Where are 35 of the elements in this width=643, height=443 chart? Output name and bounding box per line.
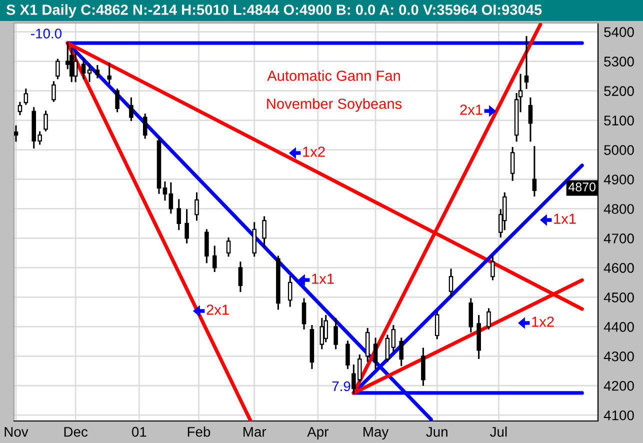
- x-tick-label: Nov: [4, 427, 28, 437]
- y-tick-label: 4300: [604, 351, 634, 362]
- x-tick-label: Mar: [244, 427, 266, 437]
- annotation: 1x1: [554, 214, 576, 224]
- chart-title: S X1 Daily C:4862 N:-214 H:5010 L:4844 O:4900 B: 0.0 A: 0.0 V:35964 OI:93045: [6, 4, 542, 18]
- x-tick-label: Jul: [490, 426, 507, 437]
- y-tick-label: 4100: [604, 410, 634, 420]
- annotation: 1x2: [532, 316, 554, 327]
- x-tick-label: May: [364, 427, 389, 440]
- y-tick-label: 5400: [604, 27, 634, 38]
- x-tick-label: 01: [132, 426, 146, 437]
- annotation: 2x1: [206, 304, 229, 315]
- y-tick-label: 4600: [604, 263, 634, 273]
- x-tick-label: Apr: [307, 427, 328, 440]
- y-tick-label: 4800: [604, 204, 634, 214]
- y-tick-label: 5200: [604, 86, 634, 96]
- annotation: 1x1: [312, 274, 334, 284]
- y-tick-label: 4700: [604, 234, 634, 244]
- y-tick-label: 4200: [604, 380, 634, 391]
- annotation: 7.9: [332, 381, 350, 392]
- annotation: November Soybeans: [267, 98, 402, 112]
- y-tick-label: 4500: [604, 292, 634, 302]
- y-tick-label: 5100: [604, 116, 634, 126]
- annotation: 4870: [568, 182, 596, 192]
- y-tick-label: 4400: [604, 322, 634, 332]
- annotation: 2x1: [460, 104, 482, 115]
- annotation: 1x2: [303, 146, 325, 157]
- annotation: Automatic Gann Fan: [267, 70, 400, 81]
- x-tick-label: Feb: [188, 426, 210, 437]
- y-tick-label: 4900: [604, 174, 634, 184]
- y-tick-label: 5000: [604, 145, 634, 155]
- annotation: -10.0: [31, 28, 62, 38]
- x-tick-label: Dec: [64, 427, 88, 437]
- y-tick-label: 5300: [604, 56, 634, 66]
- x-tick-label: Jun: [426, 427, 448, 437]
